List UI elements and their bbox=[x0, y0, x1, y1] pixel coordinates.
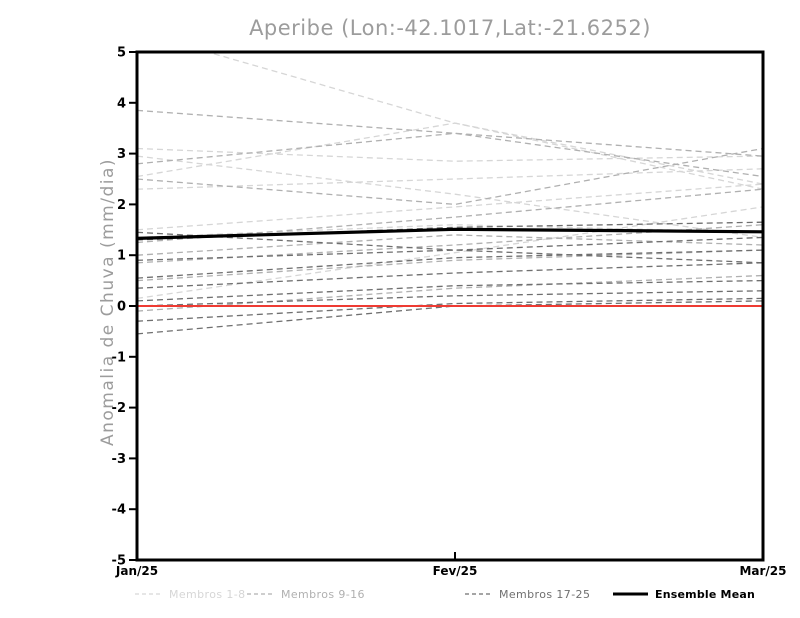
legend-line-sample bbox=[613, 592, 648, 596]
member-line-group3 bbox=[137, 300, 763, 335]
member-line-group2 bbox=[137, 147, 763, 206]
member-line-group3 bbox=[137, 279, 763, 302]
y-tick-label: 2 bbox=[117, 198, 126, 213]
y-tick-label: 3 bbox=[117, 147, 126, 162]
member-line-group1 bbox=[137, 155, 763, 239]
member-line-group3 bbox=[137, 231, 763, 264]
x-tick-label: Mar/25 bbox=[739, 564, 786, 578]
y-tick-label: -3 bbox=[112, 452, 126, 467]
legend-line-sample bbox=[135, 593, 162, 595]
member-line-group2 bbox=[137, 274, 763, 312]
legend-item-3: Membros 17-25 bbox=[465, 586, 590, 602]
legend-item-2: Membros 9-16 bbox=[247, 586, 365, 602]
y-tick-label: -2 bbox=[112, 401, 126, 416]
y-tick-label: -1 bbox=[112, 350, 126, 365]
member-line-group1 bbox=[137, 168, 763, 190]
y-tick-label: 5 bbox=[117, 46, 126, 61]
legend-line-sample bbox=[247, 593, 274, 595]
member-line-group3 bbox=[137, 290, 763, 307]
legend-label: Membros 9-16 bbox=[281, 587, 365, 601]
x-tick-label: Fev/25 bbox=[433, 564, 478, 578]
x-tick-label: Jan/25 bbox=[115, 564, 158, 578]
legend-item-1: Membros 1-8 bbox=[135, 586, 246, 602]
member-line-group1 bbox=[137, 147, 763, 162]
y-tick-label: -5 bbox=[112, 554, 126, 569]
member-line-group2 bbox=[137, 132, 763, 178]
y-tick-label: 4 bbox=[117, 96, 126, 111]
ensemble-mean-line bbox=[136, 227, 764, 240]
legend: Membros 1-8 Membros 9-16 Membros 17-25 Ense… bbox=[0, 586, 800, 606]
member-line-group1 bbox=[137, 183, 763, 231]
legend-item-4: Ensemble Mean bbox=[613, 586, 755, 602]
member-line-group3 bbox=[137, 297, 763, 322]
member-line-group3 bbox=[137, 249, 763, 279]
member-line-group1 bbox=[137, 122, 763, 185]
member-line-group3 bbox=[137, 221, 763, 241]
member-line-group2 bbox=[137, 188, 763, 244]
member-line-group3 bbox=[137, 262, 763, 289]
legend-label: Ensemble Mean bbox=[655, 587, 756, 601]
member-line-group3 bbox=[137, 236, 763, 261]
member-line-group1 bbox=[137, 206, 763, 300]
chart-title: Aperibe (Lon:-42.1017,Lat:-21.6252) bbox=[249, 16, 651, 40]
y-tick-label: 1 bbox=[117, 249, 126, 264]
legend-label: Membros 1-8 bbox=[169, 587, 246, 601]
legend-line-sample bbox=[465, 593, 492, 595]
y-tick-label: -4 bbox=[112, 503, 126, 518]
y-tick-label: 0 bbox=[117, 300, 126, 315]
member-line-group2 bbox=[137, 249, 763, 282]
legend-label: Membros 17-25 bbox=[499, 587, 591, 601]
member-line-group2 bbox=[137, 109, 763, 157]
